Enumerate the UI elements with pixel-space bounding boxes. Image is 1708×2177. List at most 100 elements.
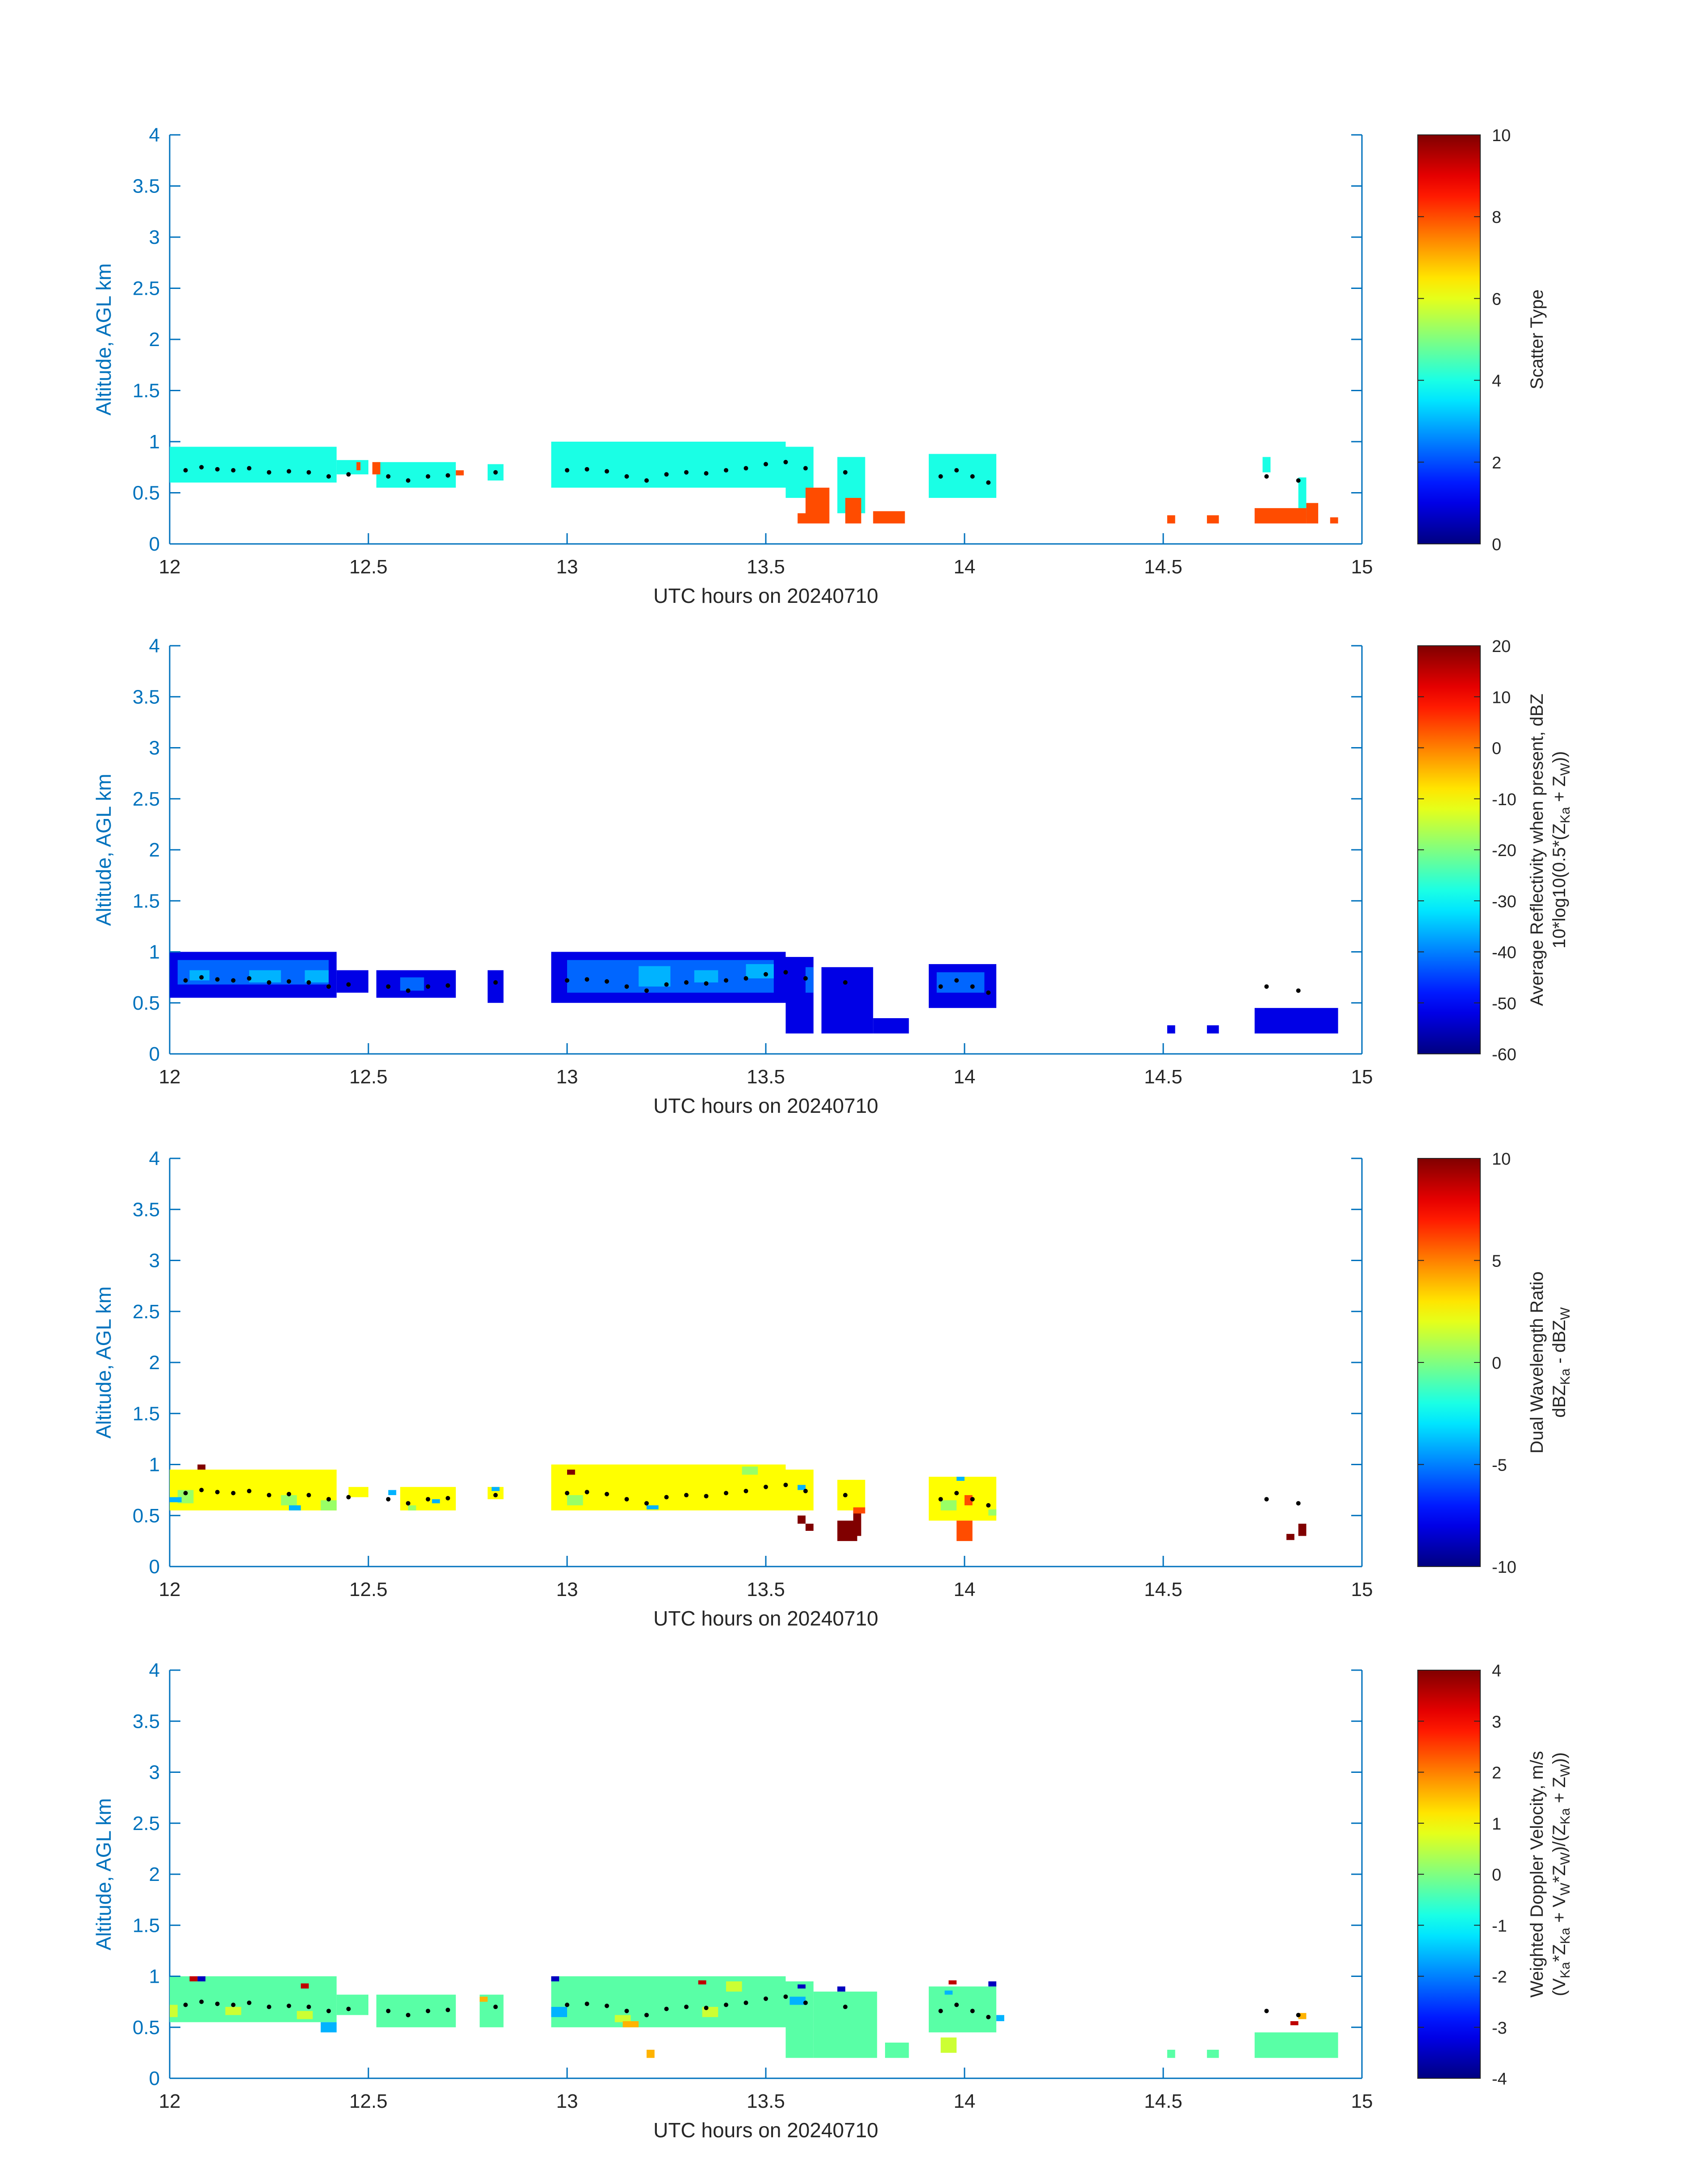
data-cell — [940, 2037, 957, 2053]
data-cell — [336, 460, 368, 475]
marker-dot — [764, 462, 768, 467]
marker-dot — [743, 466, 748, 471]
data-cell — [567, 960, 774, 993]
colorbar-tick-label: -40 — [1492, 944, 1516, 962]
colorbar — [1417, 1670, 1481, 2079]
marker-dot — [954, 2002, 959, 2007]
data-cell — [873, 511, 905, 524]
panel-3: 12 12.5 13 13.5 14 14.5 15 0 0.5 1 1.5 2 2.5 3 3.5 4 UTC… — [92, 1148, 1573, 1630]
y-tick-label: 2.5 — [133, 1301, 160, 1323]
data-cell — [551, 442, 786, 488]
marker-dot — [306, 980, 311, 985]
marker-dot — [803, 466, 808, 471]
y-tick-label: 4 — [149, 1148, 160, 1170]
data-cell — [853, 1507, 865, 1514]
marker-dot — [199, 1999, 204, 2004]
marker-dot — [783, 1483, 788, 1488]
marker-dot — [386, 2009, 391, 2014]
marker-dot — [724, 1491, 728, 1496]
data-cell — [837, 1986, 845, 1992]
y-tick-label: 2.5 — [133, 1813, 160, 1834]
data-cell — [1207, 515, 1219, 524]
marker-dot — [704, 2006, 709, 2010]
y-tick-label: 4 — [149, 635, 160, 657]
marker-dot — [306, 1493, 311, 1498]
data-cell — [197, 1976, 206, 1981]
marker-dot — [247, 976, 251, 981]
data-cell — [813, 1991, 877, 2058]
x-tick-label: 12 — [159, 1066, 181, 1088]
marker-dot — [664, 2006, 669, 2011]
marker-dot — [493, 470, 498, 475]
colorbar-tick-label: -60 — [1492, 1045, 1516, 1064]
marker-dot — [287, 2003, 291, 2008]
marker-dot — [624, 2009, 629, 2014]
colorbar-tick-label: 6 — [1492, 290, 1501, 309]
data-cell — [170, 1469, 337, 1511]
marker-dot — [231, 978, 236, 983]
y-tick-label: 0.5 — [133, 2017, 160, 2039]
data-cell — [936, 972, 985, 993]
data-cell — [746, 964, 774, 978]
data-cell — [1167, 515, 1175, 524]
marker-dot — [346, 982, 351, 987]
marker-dot — [1296, 2013, 1301, 2018]
data-cell — [197, 1464, 206, 1470]
y-tick-label: 1 — [149, 1966, 160, 1988]
y-tick-label: 0.5 — [133, 1505, 160, 1527]
marker-dot — [326, 474, 331, 479]
marker-dot — [247, 2000, 251, 2005]
colorbar-label: Average Reflectivity when present, dBZ — [1527, 694, 1547, 1006]
label-part: *Z — [1549, 1865, 1569, 1883]
marker-dot — [406, 988, 410, 993]
marker-dot — [986, 990, 991, 995]
y-axis-label: Altitude, AGL km — [92, 774, 115, 926]
marker-dot — [183, 978, 188, 983]
marker-dot — [843, 2005, 848, 2010]
marker-dot — [684, 980, 689, 985]
marker-dot — [783, 1994, 788, 1999]
data-cell — [622, 2021, 639, 2027]
marker-dot — [1264, 474, 1269, 479]
subscript: Ka — [1558, 1368, 1573, 1385]
data-cell — [988, 1981, 997, 1987]
marker-dot — [954, 978, 959, 983]
data-cell — [189, 970, 209, 981]
label-part: )/(Z — [1549, 1825, 1569, 1852]
colorbar-tick-label: -5 — [1492, 1456, 1507, 1475]
marker-dot — [493, 980, 498, 985]
x-tick-label: 12.5 — [349, 556, 388, 578]
colorbar-tick-label: -50 — [1492, 994, 1516, 1013]
data-cell — [170, 447, 337, 483]
x-tick-label: 12 — [159, 1579, 181, 1600]
marker-dot — [1296, 988, 1301, 993]
marker-dot — [743, 1488, 748, 1493]
marker-dot — [386, 474, 391, 479]
colorbar-tick-label: 10 — [1492, 1150, 1511, 1169]
marker-dot — [183, 2002, 188, 2007]
marker-dot — [970, 474, 975, 479]
x-tick-label: 14 — [954, 1066, 976, 1088]
marker-dot — [803, 2000, 808, 2005]
data-cell — [1306, 503, 1319, 524]
data-cell — [488, 970, 504, 1003]
data-cell — [821, 967, 873, 1034]
data-cell — [988, 1509, 997, 1516]
subscript: Ka — [1558, 807, 1573, 823]
marker-dot — [267, 1493, 271, 1498]
y-tick-label: 0.5 — [133, 992, 160, 1014]
x-tick-label: 14 — [954, 556, 976, 578]
marker-dot — [704, 1494, 709, 1499]
data-cell — [1207, 1025, 1219, 1034]
subscript: W — [1558, 763, 1573, 776]
colorbar-tick-label: -4 — [1492, 2070, 1507, 2089]
marker-dot — [843, 1493, 848, 1498]
marker-dot — [724, 468, 728, 473]
marker-dot — [183, 1491, 188, 1496]
marker-dot — [624, 1497, 629, 1502]
data-cell — [798, 1485, 806, 1490]
marker-dot — [938, 1497, 943, 1502]
data-cell — [1298, 1524, 1307, 1536]
data-cell — [400, 977, 424, 991]
y-axis-label: Altitude, AGL km — [92, 1287, 115, 1439]
